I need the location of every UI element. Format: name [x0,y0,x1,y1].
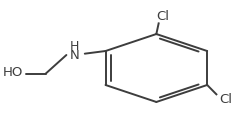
Text: N: N [70,49,79,61]
Text: Cl: Cl [219,93,232,106]
Text: HO: HO [3,66,24,79]
Text: H: H [70,40,79,53]
Text: Cl: Cl [157,10,170,23]
